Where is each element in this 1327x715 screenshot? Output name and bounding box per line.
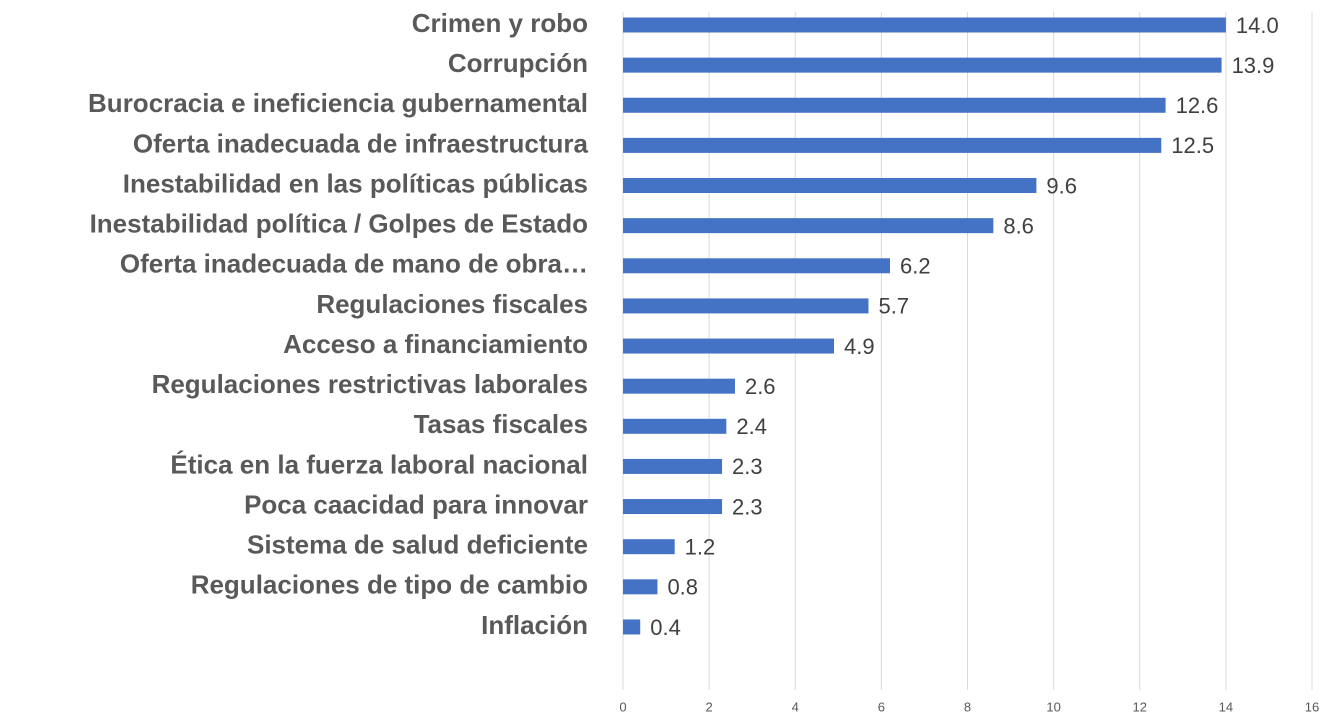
category-label: Inestabilidad política / Golpes de Estad…: [90, 209, 588, 239]
value-label: 4.9: [844, 334, 875, 359]
value-label: 6.2: [900, 254, 931, 279]
value-label: 9.6: [1046, 173, 1077, 198]
x-tick-label: 4: [792, 699, 799, 714]
category-label: Sistema de salud deficiente: [247, 530, 588, 560]
value-label: 12.6: [1176, 93, 1219, 118]
value-label: 5.7: [878, 294, 909, 319]
value-label: 2.6: [745, 374, 776, 399]
bar: [623, 218, 994, 234]
category-label: Acceso a financiamiento: [283, 329, 588, 359]
category-label: Regulaciones restrictivas laborales: [152, 369, 588, 399]
x-tick-label: 0: [619, 699, 626, 714]
value-label: 2.3: [732, 454, 763, 479]
bar: [623, 57, 1222, 73]
x-tick-label: 14: [1219, 699, 1233, 714]
bar: [623, 539, 675, 555]
category-label: Inflación: [481, 610, 588, 640]
category-label: Burocracia e ineficiencia gubernamental: [88, 88, 588, 118]
bar: [623, 499, 723, 515]
x-tick-label: 12: [1133, 699, 1147, 714]
category-label: Regulaciones fiscales: [316, 289, 588, 319]
value-label: 1.2: [685, 535, 716, 560]
bar: [623, 178, 1037, 194]
bar: [623, 418, 727, 434]
category-label: Corrupción: [448, 48, 588, 78]
category-label: Ética en la fuerza laboral nacional: [170, 449, 588, 479]
bar: [623, 338, 835, 354]
bar: [623, 258, 890, 274]
value-label: 0.4: [650, 615, 681, 640]
bar: [623, 137, 1162, 153]
category-label: Crimen y robo: [412, 8, 588, 38]
value-label: 8.6: [1003, 213, 1034, 238]
bar: [623, 17, 1226, 33]
value-label: 13.9: [1232, 53, 1275, 78]
value-label: 2.4: [736, 414, 767, 439]
category-label: Inestabilidad en las políticas públicas: [123, 168, 588, 198]
value-label: 12.5: [1171, 133, 1214, 158]
x-tick-label: 6: [878, 699, 885, 714]
value-label: 2.3: [732, 494, 763, 519]
bar: [623, 458, 723, 474]
category-label: Oferta inadecuada de infraestructura: [133, 128, 589, 158]
bar: [623, 298, 869, 314]
x-tick-label: 8: [964, 699, 971, 714]
bar: [623, 619, 641, 635]
value-label: 0.8: [667, 575, 698, 600]
value-label: 14.0: [1236, 13, 1279, 38]
bar: [623, 97, 1166, 113]
category-label: Oferta inadecuada de mano de obra…: [120, 249, 588, 279]
category-label: Poca caacidad para innovar: [244, 489, 588, 519]
bar: [623, 579, 658, 595]
x-tick-label: 16: [1305, 699, 1319, 714]
category-label: Tasas fiscales: [414, 409, 588, 439]
x-tick-label: 2: [706, 699, 713, 714]
x-tick-label: 10: [1046, 699, 1060, 714]
category-label: Regulaciones de tipo de cambio: [191, 570, 588, 600]
bar: [623, 378, 735, 394]
